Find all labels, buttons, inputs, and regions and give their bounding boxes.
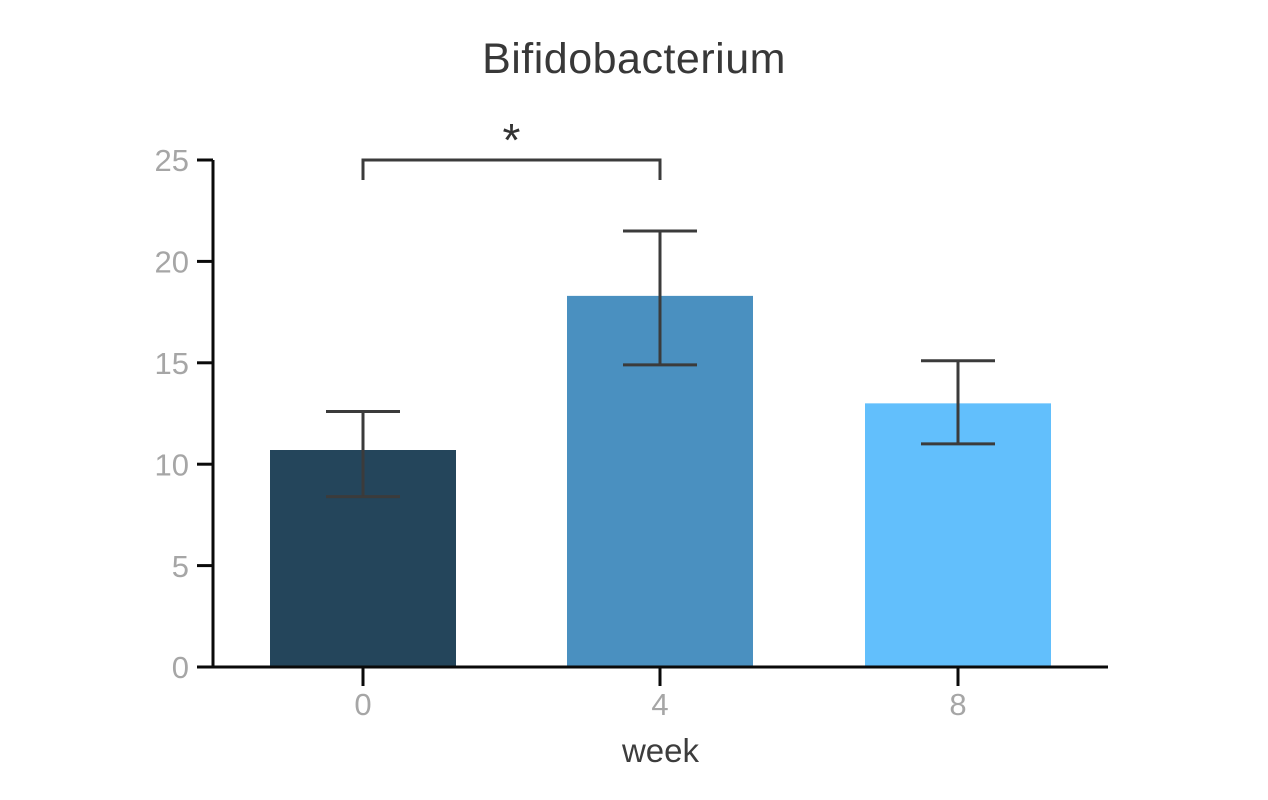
x-tick-label-4: 4	[651, 687, 668, 722]
x-tick-label-0: 0	[354, 687, 371, 722]
error-bar-week-8	[921, 359, 995, 446]
bar-week-8	[865, 403, 1051, 667]
y-tick-label-25: 25	[155, 143, 189, 178]
x-axis-title: week	[621, 732, 700, 769]
y-tick-label-0: 0	[172, 650, 189, 685]
y-tick-label-5: 5	[172, 549, 189, 584]
x-tick-label-8: 8	[949, 687, 966, 722]
significance-bracket	[361, 158, 662, 180]
chart-title: Bifidobacterium	[482, 35, 786, 83]
y-tick-label-15: 15	[155, 346, 189, 381]
error-bar-week-0	[326, 409, 400, 499]
significance-star: *	[503, 114, 521, 166]
y-tick-label-10: 10	[155, 447, 189, 482]
y-tick-label-20: 20	[155, 245, 189, 280]
axes	[198, 160, 1108, 669]
error-bar-week-4	[623, 229, 697, 367]
